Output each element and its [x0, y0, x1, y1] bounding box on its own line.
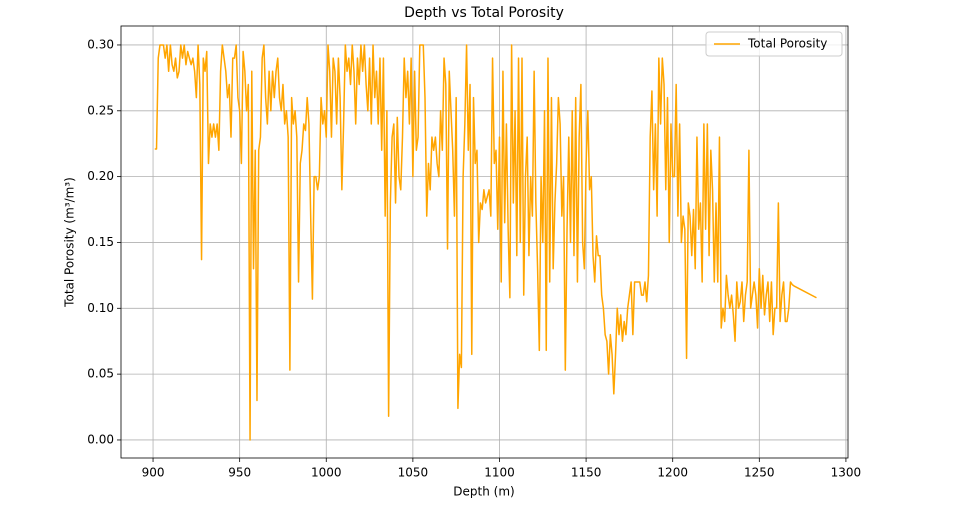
x-axis-label: Depth (m) — [453, 485, 514, 499]
y-tick-label: 0.25 — [87, 103, 114, 117]
x-tick-label: 950 — [228, 466, 251, 480]
y-tick-label: 0.20 — [87, 169, 114, 183]
x-tick-label: 1150 — [571, 466, 602, 480]
legend: Total Porosity — [705, 31, 843, 57]
y-axis-label: Total Porosity (m³/m³) — [63, 177, 77, 308]
y-tick-label: 0.15 — [87, 235, 114, 249]
x-tick-label: 900 — [142, 466, 165, 480]
x-tick-label: 1050 — [398, 466, 429, 480]
x-tick-label: 1250 — [744, 466, 775, 480]
chart-title: Depth vs Total Porosity — [404, 5, 564, 21]
data-line — [154, 44, 817, 441]
y-tick-label: 0.00 — [87, 432, 114, 446]
x-tick-label: 1100 — [484, 466, 515, 480]
x-tick-label: 1000 — [311, 466, 342, 480]
legend-label: Total Porosity — [747, 37, 827, 51]
x-tick-label: 1200 — [657, 466, 688, 480]
y-tick-label: 0.10 — [87, 301, 114, 315]
plot-frame — [120, 25, 849, 459]
x-tick-label: 1300 — [831, 466, 862, 480]
y-tick-label: 0.05 — [87, 367, 114, 381]
y-tick-label: 0.30 — [87, 37, 114, 51]
legend-box — [705, 31, 843, 57]
